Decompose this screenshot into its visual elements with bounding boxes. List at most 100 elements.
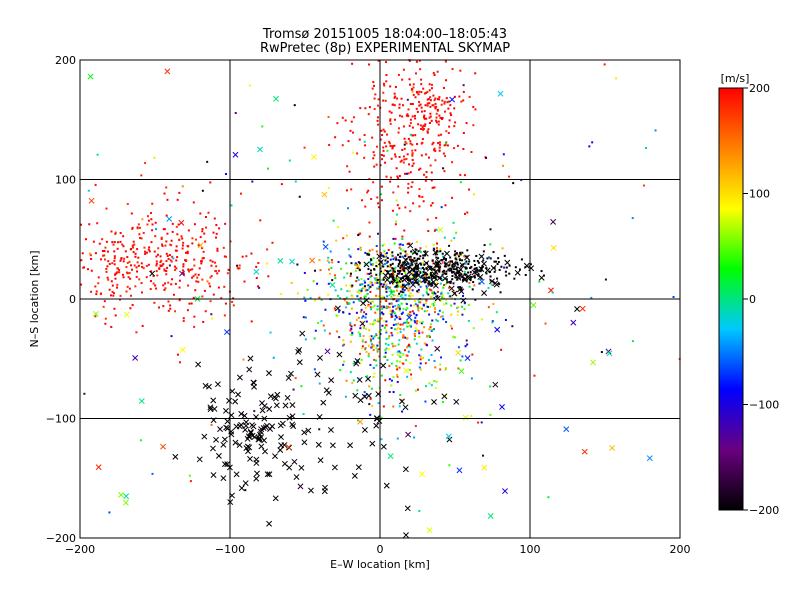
dot-point bbox=[417, 291, 420, 294]
dot-point bbox=[383, 84, 386, 87]
dot-point bbox=[445, 272, 448, 275]
dot-point bbox=[429, 280, 432, 283]
dot-point bbox=[443, 102, 446, 105]
dot-point bbox=[425, 305, 428, 308]
dot-point bbox=[423, 114, 426, 117]
dot-point bbox=[487, 256, 490, 259]
dot-point bbox=[198, 267, 201, 270]
dot-point bbox=[423, 342, 426, 345]
dot-point bbox=[450, 114, 453, 117]
dot-point bbox=[369, 340, 372, 343]
cross-point bbox=[274, 391, 281, 398]
dot-point bbox=[161, 243, 164, 246]
dot-point bbox=[112, 294, 115, 297]
dot-point bbox=[392, 258, 395, 261]
dot-point bbox=[444, 265, 447, 268]
dot-point bbox=[418, 354, 421, 357]
dot-point bbox=[360, 358, 363, 361]
cross-point bbox=[123, 311, 130, 318]
cross-point bbox=[369, 440, 376, 447]
dot-point bbox=[465, 339, 468, 342]
cross-point bbox=[609, 444, 616, 451]
cross-point bbox=[266, 370, 272, 377]
dot-point bbox=[401, 238, 404, 241]
dot-point bbox=[449, 256, 452, 259]
dot-point bbox=[399, 394, 402, 397]
dot-point bbox=[466, 249, 469, 252]
dot-point bbox=[483, 244, 486, 247]
dot-point bbox=[193, 258, 196, 261]
dot-point bbox=[410, 185, 413, 188]
dot-point bbox=[182, 272, 185, 275]
dot-point bbox=[338, 309, 341, 312]
dot-point bbox=[502, 164, 505, 167]
dot-point bbox=[489, 243, 492, 246]
dot-point bbox=[339, 267, 342, 270]
dot-point bbox=[209, 181, 212, 184]
dot-point bbox=[467, 262, 470, 265]
dot-point bbox=[314, 269, 317, 272]
dot-point bbox=[419, 355, 422, 358]
dot-point bbox=[161, 244, 164, 247]
dot-point bbox=[341, 344, 344, 347]
dot-point bbox=[380, 317, 383, 320]
dot-point bbox=[404, 275, 407, 278]
dot-point bbox=[444, 143, 447, 146]
dot-point bbox=[439, 299, 442, 302]
dot-point bbox=[155, 287, 158, 290]
dot-point bbox=[391, 334, 394, 337]
dot-point bbox=[502, 153, 505, 156]
dot-point bbox=[426, 309, 429, 312]
cross-point bbox=[201, 433, 208, 440]
dot-point bbox=[385, 331, 388, 334]
dot-point bbox=[413, 268, 416, 271]
dot-point bbox=[408, 163, 411, 166]
dot-point bbox=[401, 255, 404, 258]
dot-point bbox=[427, 358, 430, 361]
dot-point bbox=[470, 414, 473, 417]
dot-point bbox=[420, 322, 423, 325]
dot-point bbox=[423, 124, 426, 127]
dot-point bbox=[455, 258, 458, 261]
dot-point bbox=[378, 285, 381, 288]
dot-point bbox=[405, 303, 408, 306]
dot-point bbox=[422, 303, 425, 306]
dot-point bbox=[377, 206, 380, 209]
dot-point bbox=[401, 288, 404, 291]
cross-point bbox=[387, 453, 394, 460]
dot-point bbox=[444, 367, 447, 370]
dot-point bbox=[350, 188, 353, 191]
dot-point bbox=[420, 263, 423, 266]
dot-point bbox=[417, 307, 420, 310]
dot-point bbox=[492, 251, 495, 254]
cross-point bbox=[432, 249, 439, 256]
cross-point bbox=[262, 448, 268, 455]
dot-point bbox=[389, 265, 392, 268]
dot-point bbox=[328, 272, 331, 275]
dot-point bbox=[438, 141, 441, 144]
dot-point bbox=[412, 260, 415, 263]
dot-point bbox=[193, 315, 196, 318]
dot-point bbox=[447, 132, 450, 135]
dot-point bbox=[201, 189, 204, 192]
cross-point bbox=[179, 346, 186, 353]
dot-point bbox=[456, 144, 459, 147]
dot-point bbox=[512, 182, 515, 185]
dot-point bbox=[188, 302, 191, 305]
cross-point bbox=[497, 90, 504, 97]
dot-point bbox=[163, 268, 166, 271]
dot-point bbox=[328, 268, 331, 271]
dot-point bbox=[104, 317, 107, 320]
cross-point bbox=[138, 398, 145, 405]
cross-point bbox=[232, 439, 239, 446]
dot-point bbox=[165, 270, 168, 273]
dot-point bbox=[387, 286, 390, 289]
dot-point bbox=[140, 237, 143, 240]
dot-point bbox=[327, 256, 330, 259]
dot-point bbox=[398, 292, 401, 295]
dot-point bbox=[431, 329, 434, 332]
cross-point bbox=[414, 263, 421, 269]
cross-point bbox=[357, 418, 364, 425]
dot-point bbox=[419, 167, 422, 170]
dot-point bbox=[390, 291, 393, 294]
